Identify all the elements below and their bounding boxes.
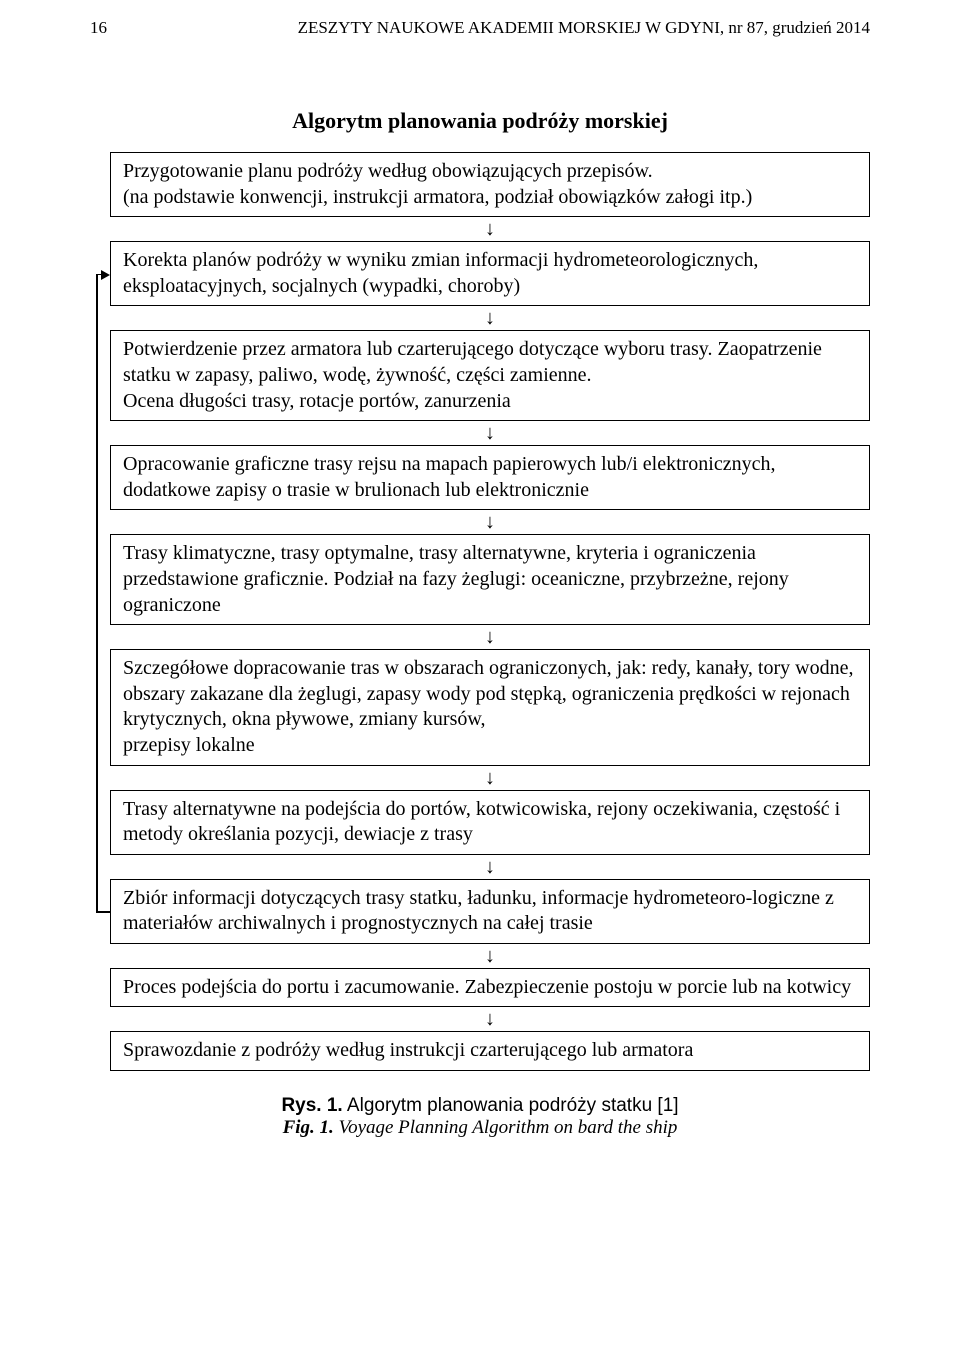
flow-box-5: Trasy klimatyczne, trasy optymalne, tras… [110, 534, 870, 625]
flow-box-3: Potwierdzenie przez armatora lub czarter… [110, 330, 870, 421]
caption-label-pl: Rys. 1. [281, 1095, 342, 1116]
flow-box-9: Proces podejścia do portu i zacumowanie.… [110, 968, 870, 1008]
down-arrow-icon: ↓ [110, 510, 870, 534]
journal-title: ZESZYTY NAUKOWE AKADEMII MORSKIEJ W GDYN… [298, 18, 870, 38]
flow-box-text: Zbiór informacji dotyczących trasy statk… [123, 886, 857, 937]
down-arrow-icon: ↓ [110, 421, 870, 445]
flow-box-text: Przygotowanie planu podróży według obowi… [123, 159, 857, 210]
page-header: 16 ZESZYTY NAUKOWE AKADEMII MORSKIEJ W G… [0, 0, 960, 38]
caption-text-en: Voyage Planning Algorithm on bard the sh… [334, 1117, 678, 1138]
flow-box-text: Szczegółowe dopracowanie tras w obszarac… [123, 656, 857, 758]
page-number: 16 [90, 18, 107, 38]
flowchart-container: Przygotowanie planu podróży według obowi… [0, 152, 960, 1071]
flow-box-2: Korekta planów podróży w wyniku zmian in… [110, 241, 870, 306]
down-arrow-icon: ↓ [110, 855, 870, 879]
flow-box-text: Opracowanie graficzne trasy rejsu na map… [123, 452, 857, 503]
caption-pl: Rys. 1. Algorytm planowania podróży stat… [0, 1095, 960, 1117]
flow-box-10: Sprawozdanie z podróży według instrukcji… [110, 1031, 870, 1071]
flow-box-text: Trasy klimatyczne, trasy optymalne, tras… [123, 541, 857, 618]
flow-box-text: Proces podejścia do portu i zacumowanie.… [123, 975, 857, 1001]
flow-box-7: Trasy alternatywne na podejścia do portó… [110, 790, 870, 855]
caption-en: Fig. 1. Voyage Planning Algorithm on bar… [0, 1117, 960, 1139]
flow-box-4: Opracowanie graficzne trasy rejsu na map… [110, 445, 870, 510]
feedback-line [96, 274, 98, 913]
down-arrow-icon: ↓ [110, 944, 870, 968]
diagram-title: Algorytm planowania podróży morskiej [292, 108, 668, 133]
flow-box-6: Szczegółowe dopracowanie tras w obszarac… [110, 649, 870, 765]
caption-label-en: Fig. 1. [283, 1117, 334, 1138]
figure-caption: Rys. 1. Algorytm planowania podróży stat… [0, 1095, 960, 1139]
down-arrow-icon: ↓ [110, 625, 870, 649]
feedback-arrowhead-icon [101, 270, 110, 280]
flow-box-text: Trasy alternatywne na podejścia do portó… [123, 797, 857, 848]
down-arrow-icon: ↓ [110, 1007, 870, 1031]
flow-box-text: Korekta planów podróży w wyniku zmian in… [123, 248, 857, 299]
feedback-line [96, 911, 110, 913]
down-arrow-icon: ↓ [110, 217, 870, 241]
flow-box-text: Sprawozdanie z podróży według instrukcji… [123, 1038, 857, 1064]
flow-box-1: Przygotowanie planu podróży według obowi… [110, 152, 870, 217]
flow-box-8: Zbiór informacji dotyczących trasy statk… [110, 879, 870, 944]
flow-box-text: Potwierdzenie przez armatora lub czarter… [123, 337, 857, 414]
down-arrow-icon: ↓ [110, 306, 870, 330]
caption-text-pl: Algorytm planowania podróży statku [1] [343, 1095, 679, 1116]
title-wrap: Algorytm planowania podróży morskiej [0, 108, 960, 134]
down-arrow-icon: ↓ [110, 766, 870, 790]
